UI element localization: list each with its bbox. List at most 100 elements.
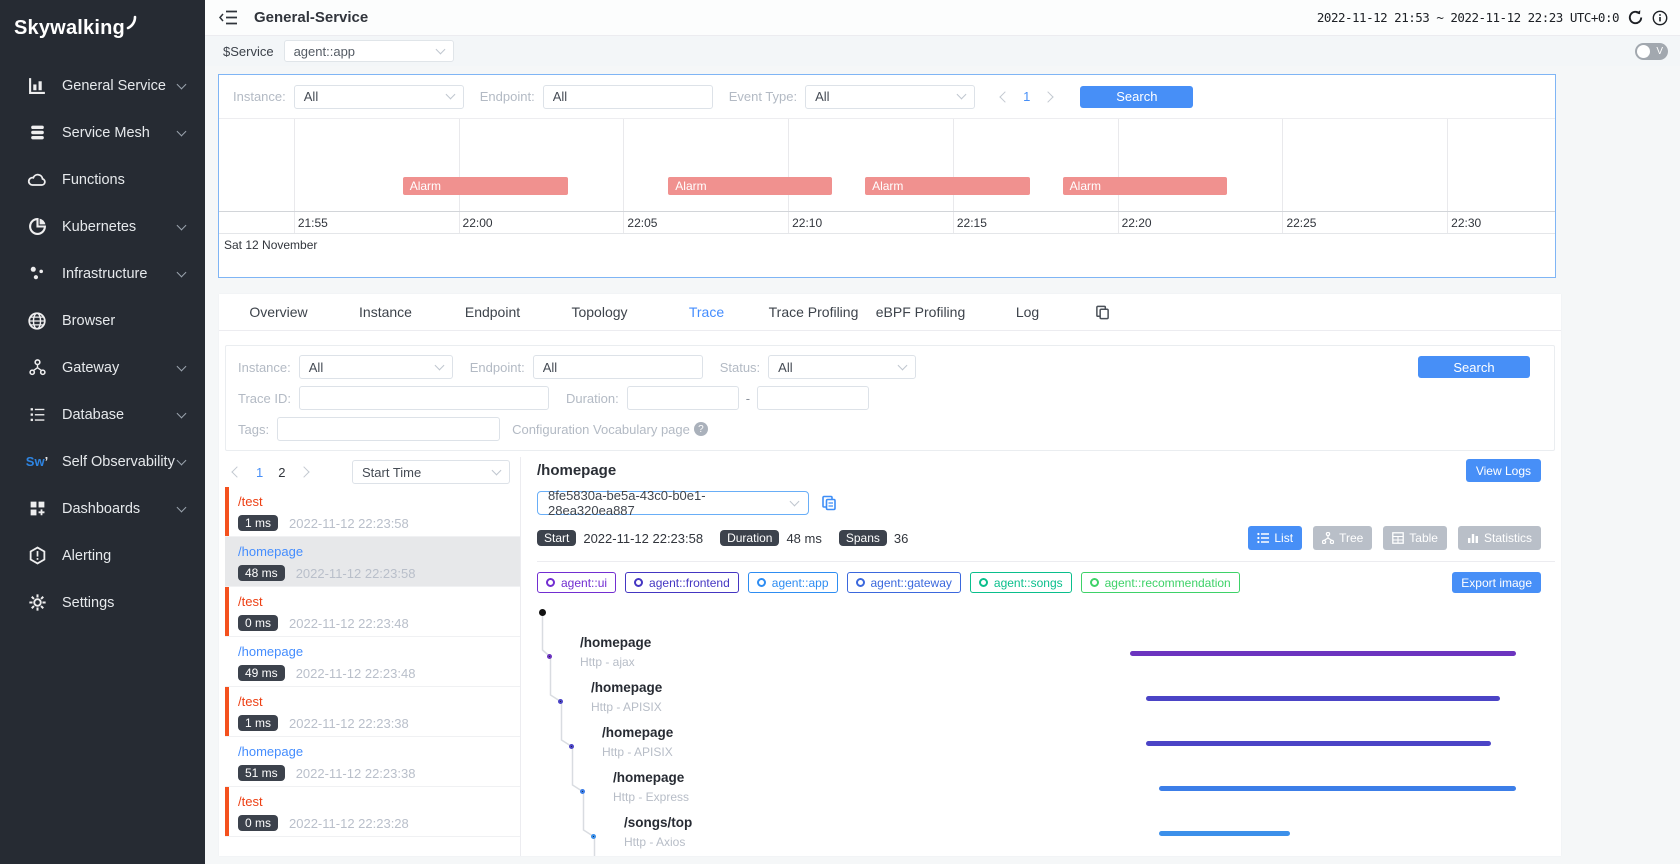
sidebar-item-general-service[interactable]: General Service [0, 62, 205, 109]
trace-list-item[interactable]: /homepage 51 ms 2022-11-12 22:23:38 [225, 737, 520, 787]
view-mode-statistics-button[interactable]: Statistics [1457, 526, 1541, 550]
sidebar-item-database[interactable]: Database [0, 391, 205, 438]
next-page-icon[interactable] [1042, 90, 1055, 103]
span-row[interactable]: /homepage Http - ajax [537, 635, 1555, 680]
collapse-sidebar-icon[interactable] [217, 6, 246, 30]
legend-chip-agent-ui[interactable]: agent::ui [537, 572, 617, 593]
trace-list-item[interactable]: /test 1 ms 2022-11-12 22:23:58 [225, 487, 520, 537]
alarm-event-bar[interactable]: Alarm [402, 177, 569, 195]
tab-topology[interactable]: Topology [571, 304, 628, 320]
span-duration-bar[interactable] [1145, 741, 1491, 746]
view-mode-list-button[interactable]: List [1248, 526, 1303, 550]
vocabulary-link[interactable]: Configuration Vocabulary page ? [512, 422, 708, 437]
sidebar-item-functions[interactable]: Functions [0, 156, 205, 203]
span-node-dot[interactable] [580, 789, 585, 794]
events-page-1[interactable]: 1 [1023, 89, 1031, 104]
alarm-event-bar[interactable]: Alarm [865, 177, 1030, 195]
events-endpoint-input[interactable] [542, 84, 713, 109]
trace-duration-badge: 1 ms [238, 715, 279, 731]
service-select[interactable]: agent::app [283, 40, 454, 62]
trace-list-item[interactable]: /homepage 48 ms 2022-11-12 22:23:58 [225, 537, 520, 587]
tab-ebpf-profiling[interactable]: eBPF Profiling [875, 304, 966, 320]
app-logo[interactable]: Skywalking [0, 0, 205, 54]
endpoint-filter-label: Endpoint: [479, 89, 535, 104]
span-node-dot[interactable] [547, 654, 552, 659]
trace-id-select[interactable]: 8fe5830a-be5a-43c0-b0e1-28ea320ea887 [537, 488, 809, 518]
events-search-button[interactable]: Search [1080, 85, 1194, 108]
event-type-select[interactable]: All [805, 84, 976, 109]
span-row[interactable]: /songs/top Http - Axios [537, 815, 1555, 856]
legend-chip-agent-recommendation[interactable]: agent::recommendation [1080, 572, 1240, 593]
span-row[interactable]: /homepage Http - Express [537, 770, 1555, 815]
copy-widget-icon[interactable] [1095, 305, 1110, 320]
sidebar-item-label: Dashboards [62, 500, 141, 517]
trace-page-2[interactable]: 2 [278, 464, 286, 480]
sidebar-item-self-observability[interactable]: Sw’ Self Observability [0, 438, 205, 485]
sidebar-item-service-mesh[interactable]: Service Mesh [0, 109, 205, 156]
prev-page-icon[interactable] [999, 90, 1011, 103]
prev-page-icon[interactable] [231, 466, 243, 478]
sidebar-item-alerting[interactable]: Alerting [0, 532, 205, 579]
sidebar-item-label: Gateway [62, 359, 120, 376]
legend-chip-agent-gateway[interactable]: agent::gateway [846, 572, 961, 593]
trace-list-item[interactable]: /homepage 49 ms 2022-11-12 22:23:48 [225, 637, 520, 687]
chevron-down-icon [176, 220, 187, 230]
trace-page-1[interactable]: 1 [256, 464, 264, 480]
next-page-icon[interactable] [298, 466, 311, 478]
trace-endpoint-input[interactable] [532, 355, 703, 379]
sort-select[interactable]: Start Time [352, 460, 510, 484]
span-node-dot[interactable] [591, 834, 596, 839]
time-range[interactable]: 2022-11-12 21:53 ~ 2022-11-12 22:23 UTC+… [1316, 10, 1620, 25]
span-duration-bar[interactable] [1158, 831, 1291, 836]
view-logs-button[interactable]: View Logs [1465, 459, 1541, 482]
view-mode-table-button[interactable]: Table [1383, 526, 1447, 550]
trace-id-input[interactable] [298, 386, 549, 410]
trace-status-label: Status: [719, 359, 761, 375]
statistics-icon [1467, 532, 1479, 544]
events-widget-padding [219, 255, 1555, 277]
root-span-dot[interactable] [539, 609, 546, 616]
duration-min-input[interactable] [626, 386, 739, 410]
trace-instance-select[interactable]: All [298, 355, 453, 379]
info-icon[interactable] [1652, 10, 1668, 26]
duration-max-input[interactable] [757, 386, 870, 410]
trace-search-button[interactable]: Search [1418, 356, 1530, 378]
span-rows: /homepage Http - ajax /homepage Http - A… [537, 635, 1555, 856]
export-image-button[interactable]: Export image [1452, 572, 1541, 593]
sidebar-item-infrastructure[interactable]: Infrastructure [0, 250, 205, 297]
span-node-dot[interactable] [558, 699, 563, 704]
span-duration-bar[interactable] [1158, 786, 1517, 791]
trace-status-select[interactable]: All [768, 355, 917, 379]
alarm-event-bar[interactable]: Alarm [1062, 177, 1228, 195]
tags-input[interactable] [277, 417, 501, 441]
sidebar-item-settings[interactable]: Settings [0, 579, 205, 626]
span-duration-bar[interactable] [1130, 651, 1517, 656]
span-row[interactable]: /homepage Http - APISIX [537, 680, 1555, 725]
tab-endpoint[interactable]: Endpoint [464, 304, 521, 320]
sidebar-item-browser[interactable]: Browser [0, 297, 205, 344]
legend-chip-agent-app[interactable]: agent::app [747, 572, 838, 593]
trace-list-item[interactable]: /test 0 ms 2022-11-12 22:23:48 [225, 587, 520, 637]
tab-overview[interactable]: Overview [249, 304, 308, 320]
sidebar-item-gateway[interactable]: Gateway [0, 344, 205, 391]
tab-trace[interactable]: Trace [688, 304, 725, 320]
tab-instance[interactable]: Instance [359, 304, 412, 320]
trace-list-item[interactable]: /test 0 ms 2022-11-12 22:23:28 [225, 787, 520, 837]
alarm-event-bar[interactable]: Alarm [668, 177, 833, 195]
tab-log[interactable]: Log [1015, 304, 1040, 320]
view-mode-tree-button[interactable]: Tree [1313, 526, 1373, 550]
sidebar-item-kubernetes[interactable]: Kubernetes [0, 203, 205, 250]
sidebar-item-dashboards[interactable]: Dashboards [0, 485, 205, 532]
legend-chip-agent-frontend[interactable]: agent::frontend [625, 572, 739, 593]
events-instance-select[interactable]: All [293, 84, 464, 109]
tab-trace-profiling[interactable]: Trace Profiling [768, 304, 859, 320]
help-icon[interactable]: ? [693, 422, 708, 436]
span-duration-bar[interactable] [1145, 696, 1500, 701]
span-node-dot[interactable] [569, 744, 574, 749]
refresh-icon[interactable] [1627, 9, 1644, 26]
trace-list-item[interactable]: /test 1 ms 2022-11-12 22:23:38 [225, 687, 520, 737]
span-row[interactable]: /homepage Http - APISIX [537, 725, 1555, 770]
legend-chip-agent-songs[interactable]: agent::songs [969, 572, 1072, 593]
copy-trace-id-icon[interactable] [821, 495, 837, 511]
auto-refresh-toggle[interactable]: V [1635, 42, 1668, 60]
